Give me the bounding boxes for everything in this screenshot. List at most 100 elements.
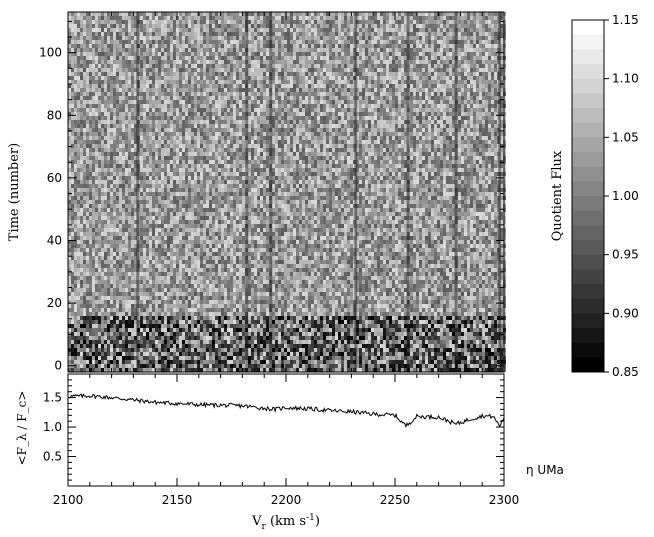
heatmap-cell	[92, 92, 95, 96]
heatmap-cell	[362, 84, 365, 88]
heatmap-cell	[122, 76, 125, 80]
heatmap-cell	[272, 96, 275, 100]
heatmap-cell	[344, 36, 347, 40]
heatmap-cell	[209, 112, 212, 116]
heatmap-cell	[407, 144, 410, 148]
heatmap-cell	[491, 120, 494, 124]
heatmap-cell	[395, 100, 398, 104]
heatmap-cell	[86, 124, 89, 128]
heatmap-cell	[308, 144, 311, 148]
heatmap-cell	[401, 104, 404, 108]
heatmap-cell	[347, 128, 350, 132]
heatmap-cell	[272, 72, 275, 76]
heatmap-cell	[500, 100, 503, 104]
heatmap-cell	[176, 24, 179, 28]
heatmap-cell	[146, 56, 149, 60]
heatmap-cell	[368, 120, 371, 124]
heatmap-cell	[182, 140, 185, 144]
heatmap-cell	[128, 140, 131, 144]
heatmap-cell	[182, 16, 185, 20]
heatmap-cell	[416, 116, 419, 120]
heatmap-cell	[101, 16, 104, 20]
heatmap-cell	[140, 52, 143, 56]
heatmap-cell	[392, 28, 395, 32]
heatmap-cell	[194, 68, 197, 72]
heatmap-cell	[347, 124, 350, 128]
heatmap-cell	[80, 140, 83, 144]
heatmap-cell	[251, 136, 254, 140]
heatmap-cell	[287, 100, 290, 104]
heatmap-cell	[389, 72, 392, 76]
heatmap-cell	[68, 148, 71, 152]
heatmap-cell	[491, 112, 494, 116]
heatmap-cell	[314, 84, 317, 88]
heatmap-cell	[440, 68, 443, 72]
heatmap-cell	[443, 136, 446, 140]
heatmap-cell	[482, 84, 485, 88]
heatmap-cell	[341, 76, 344, 80]
heatmap-cell	[302, 84, 305, 88]
heatmap-cell	[140, 100, 143, 104]
heatmap-cell	[200, 120, 203, 124]
heatmap-cell	[86, 128, 89, 132]
heatmap-cell	[347, 64, 350, 68]
heatmap-cell	[155, 108, 158, 112]
heatmap-cell	[194, 48, 197, 52]
heatmap-cell	[122, 112, 125, 116]
heatmap-cell	[476, 124, 479, 128]
heatmap-cell	[209, 116, 212, 120]
heatmap-cell	[353, 116, 356, 120]
heatmap-cell	[284, 108, 287, 112]
heatmap-cell	[77, 100, 80, 104]
heatmap-cell	[497, 116, 500, 120]
heatmap-cell	[152, 48, 155, 52]
heatmap-cell	[188, 88, 191, 92]
heatmap-cell	[140, 84, 143, 88]
heatmap-cell	[80, 104, 83, 108]
heatmap-cell	[383, 56, 386, 60]
heatmap-cell	[251, 52, 254, 56]
heatmap-cell	[89, 24, 92, 28]
heatmap-cell	[293, 28, 296, 32]
heatmap-cell	[137, 48, 140, 52]
heatmap-cell	[395, 96, 398, 100]
heatmap-cell	[188, 136, 191, 140]
heatmap-cell	[230, 96, 233, 100]
heatmap-cell	[368, 80, 371, 84]
heatmap-cell	[287, 36, 290, 40]
heatmap-cell	[68, 44, 71, 48]
heatmap-cell	[293, 108, 296, 112]
heatmap-cell	[71, 96, 74, 100]
heatmap-cell	[287, 108, 290, 112]
heatmap-cell	[275, 52, 278, 56]
heatmap-cell	[257, 112, 260, 116]
heatmap-cell	[476, 84, 479, 88]
heatmap-cell	[185, 72, 188, 76]
heatmap-cell	[485, 16, 488, 20]
heatmap-cell	[347, 36, 350, 40]
heatmap-cell	[122, 52, 125, 56]
heatmap-cell	[359, 60, 362, 64]
heatmap-cell	[302, 48, 305, 52]
heatmap-cell	[464, 12, 467, 16]
heatmap-cell	[137, 140, 140, 144]
heatmap-cell	[395, 40, 398, 44]
heatmap-cell	[74, 144, 77, 148]
heatmap-cell	[464, 144, 467, 148]
heatmap-cell	[221, 132, 224, 136]
heatmap-cell	[407, 56, 410, 60]
heatmap-cell	[476, 20, 479, 24]
heatmap-cell	[215, 124, 218, 128]
heatmap-cell	[461, 48, 464, 52]
heatmap-cell	[389, 88, 392, 92]
heatmap-cell	[449, 60, 452, 64]
heatmap-cell	[248, 88, 251, 92]
heatmap-cell	[374, 132, 377, 136]
heatmap-cell	[398, 128, 401, 132]
heatmap-cell	[308, 84, 311, 88]
heatmap-cell	[146, 32, 149, 36]
heatmap-cell	[458, 28, 461, 32]
heatmap-cell	[278, 96, 281, 100]
heatmap-cell	[230, 48, 233, 52]
heatmap-cell	[470, 96, 473, 100]
